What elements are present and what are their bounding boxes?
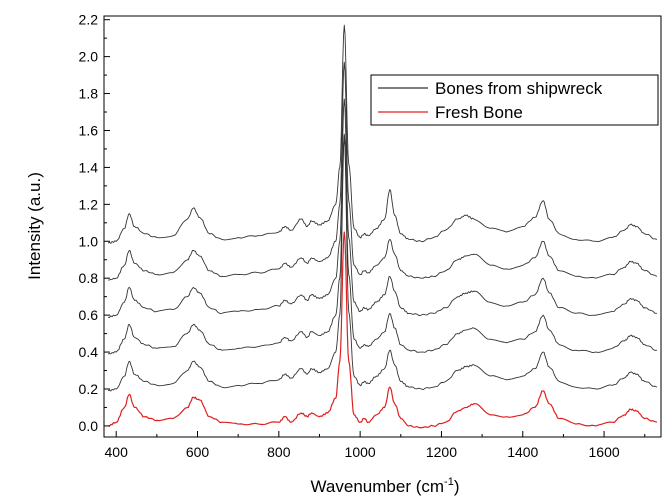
x-tick-label: 800 — [267, 444, 291, 460]
y-tick-label: 0.0 — [79, 418, 99, 434]
legend-label-fresh: Fresh Bone — [435, 103, 523, 122]
y-tick-label: 1.6 — [79, 122, 99, 138]
y-tick-label: 0.2 — [79, 381, 99, 397]
series-line-2 — [107, 133, 657, 355]
y-tick-label: 2.0 — [79, 49, 99, 65]
y-tick-label: 2.2 — [79, 12, 99, 28]
x-axis-title-superscript: -1 — [444, 476, 454, 488]
plot-frame — [103, 15, 662, 438]
x-tick-label: 600 — [186, 444, 210, 460]
y-tick-label: 0.4 — [79, 344, 99, 360]
series-line-0 — [107, 231, 658, 429]
y-tick-label: 1.4 — [79, 159, 99, 175]
x-tick-label: 1600 — [589, 444, 620, 460]
series-layer — [107, 24, 658, 429]
x-axis: 400 600 800 1000 1200 1400 1600 — [105, 431, 646, 460]
series-line-3 — [107, 98, 657, 319]
series-line-5 — [107, 24, 658, 244]
y-tick-label: 1.8 — [79, 86, 99, 102]
x-tick-label: 1400 — [507, 444, 538, 460]
series-line-4 — [108, 61, 658, 281]
y-tick-label: 0.8 — [79, 270, 99, 286]
y-tick-label: 1.2 — [79, 196, 99, 212]
x-axis-title: Wavenumber (cm-1) — [311, 476, 460, 496]
y-tick-label: 0.6 — [79, 307, 99, 323]
legend-label-shipwreck: Bones from shipwreck — [435, 79, 603, 98]
legend: Bones from shipwreck Fresh Bone — [370, 74, 659, 126]
y-axis: 0.0 0.2 0.4 0.6 0.8 1.0 1.2 1.4 1.6 1.8 2.0 2.2 — [79, 12, 110, 434]
series-line-1 — [107, 135, 658, 392]
y-axis-title: Intensity (a.u.) — [25, 172, 44, 280]
x-tick-label: 400 — [105, 444, 129, 460]
legend-box — [370, 74, 659, 126]
y-tick-label: 1.0 — [79, 233, 99, 249]
x-tick-label: 1200 — [426, 444, 457, 460]
x-tick-label: 1000 — [345, 444, 376, 460]
